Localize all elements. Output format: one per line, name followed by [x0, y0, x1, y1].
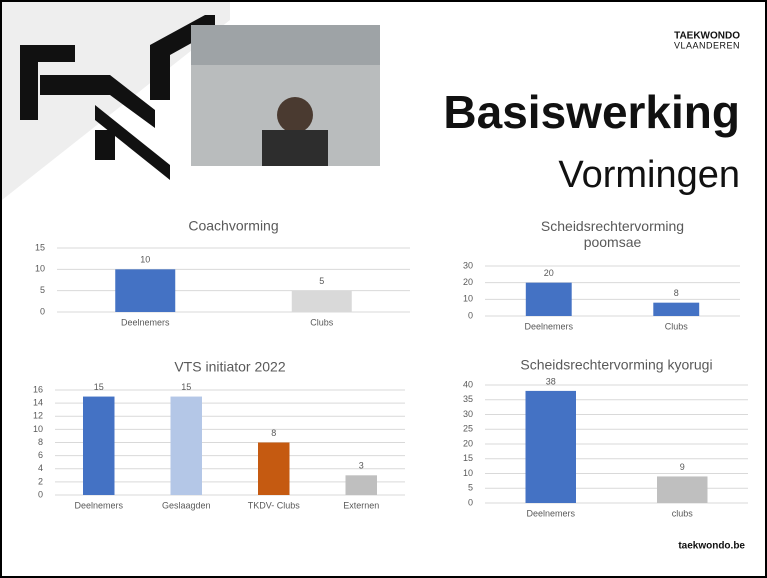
- bar: [346, 475, 378, 495]
- x-tick-label: Externen: [343, 500, 379, 510]
- y-tick-label: 30: [463, 409, 473, 419]
- bar: [526, 283, 572, 316]
- bar: [115, 269, 175, 312]
- data-label: 38: [546, 376, 556, 386]
- y-tick-label: 4: [38, 463, 43, 473]
- data-label: 8: [271, 428, 276, 438]
- y-tick-label: 2: [38, 476, 43, 486]
- y-tick-label: 0: [40, 306, 45, 316]
- y-tick-label: 0: [38, 489, 43, 499]
- bar: [258, 443, 290, 496]
- bar: [292, 291, 352, 312]
- y-tick-label: 0: [468, 497, 473, 507]
- slide-subtitle: Vormingen: [558, 154, 740, 196]
- x-tick-label: Clubs: [665, 321, 689, 331]
- data-label: 3: [359, 461, 364, 471]
- x-tick-label: Deelnemers: [524, 321, 573, 331]
- photo: [191, 25, 380, 166]
- bar: [171, 397, 203, 495]
- y-tick-label: 6: [38, 450, 43, 460]
- y-tick-label: 20: [463, 277, 473, 287]
- data-label: 15: [94, 382, 104, 392]
- y-tick-label: 10: [33, 424, 43, 434]
- x-tick-label: Deelnemers: [526, 508, 575, 518]
- y-tick-label: 35: [463, 394, 473, 404]
- data-label: 5: [319, 276, 324, 286]
- bar: [657, 476, 707, 503]
- data-label: 9: [680, 462, 685, 472]
- y-tick-label: 15: [463, 453, 473, 463]
- slide-title: Basiswerking: [443, 86, 740, 138]
- chart-title: Coachvorming: [188, 218, 278, 234]
- bar: [526, 391, 576, 503]
- x-tick-label: Clubs: [310, 317, 334, 327]
- y-tick-label: 16: [33, 384, 43, 394]
- page: {"slide": {"title": "Basiswerking", "sub…: [0, 0, 767, 578]
- y-tick-label: 30: [463, 260, 473, 270]
- y-tick-label: 8: [38, 437, 43, 447]
- title-line: Scheidsrechtervorming: [541, 218, 684, 234]
- y-tick-label: 5: [468, 483, 473, 493]
- title-line: poomsae: [584, 234, 642, 250]
- data-label: 15: [181, 382, 191, 392]
- y-tick-label: 14: [33, 398, 43, 408]
- footer: taekwondo.be: [678, 541, 745, 552]
- x-tick-label: Geslaagden: [162, 500, 211, 510]
- slide: TAEKWONDO VLAANDEREN Basiswerking Vormin…: [0, 0, 767, 578]
- y-tick-label: 10: [35, 264, 45, 274]
- y-tick-label: 10: [463, 468, 473, 478]
- y-tick-label: 12: [33, 411, 43, 421]
- x-tick-label: Deelnemers: [121, 317, 170, 327]
- x-tick-label: clubs: [672, 508, 694, 518]
- chart-title: VTS initiator 2022: [174, 359, 285, 375]
- data-label: 10: [140, 255, 150, 265]
- y-tick-label: 5: [40, 285, 45, 295]
- bar: [83, 397, 115, 495]
- chart-title: Scheidsrechtervorming kyorugi: [520, 357, 712, 373]
- data-label: 20: [544, 268, 554, 278]
- x-tick-label: TKDV- Clubs: [248, 500, 301, 510]
- logo-text: VLAANDEREN: [674, 40, 740, 50]
- y-tick-label: 0: [468, 310, 473, 320]
- data-label: 8: [674, 288, 679, 298]
- y-tick-label: 15: [35, 242, 45, 252]
- bar: [653, 303, 699, 316]
- y-tick-label: 20: [463, 438, 473, 448]
- y-tick-label: 40: [463, 379, 473, 389]
- y-tick-label: 10: [463, 294, 473, 304]
- x-tick-label: Deelnemers: [74, 500, 123, 510]
- y-tick-label: 25: [463, 424, 473, 434]
